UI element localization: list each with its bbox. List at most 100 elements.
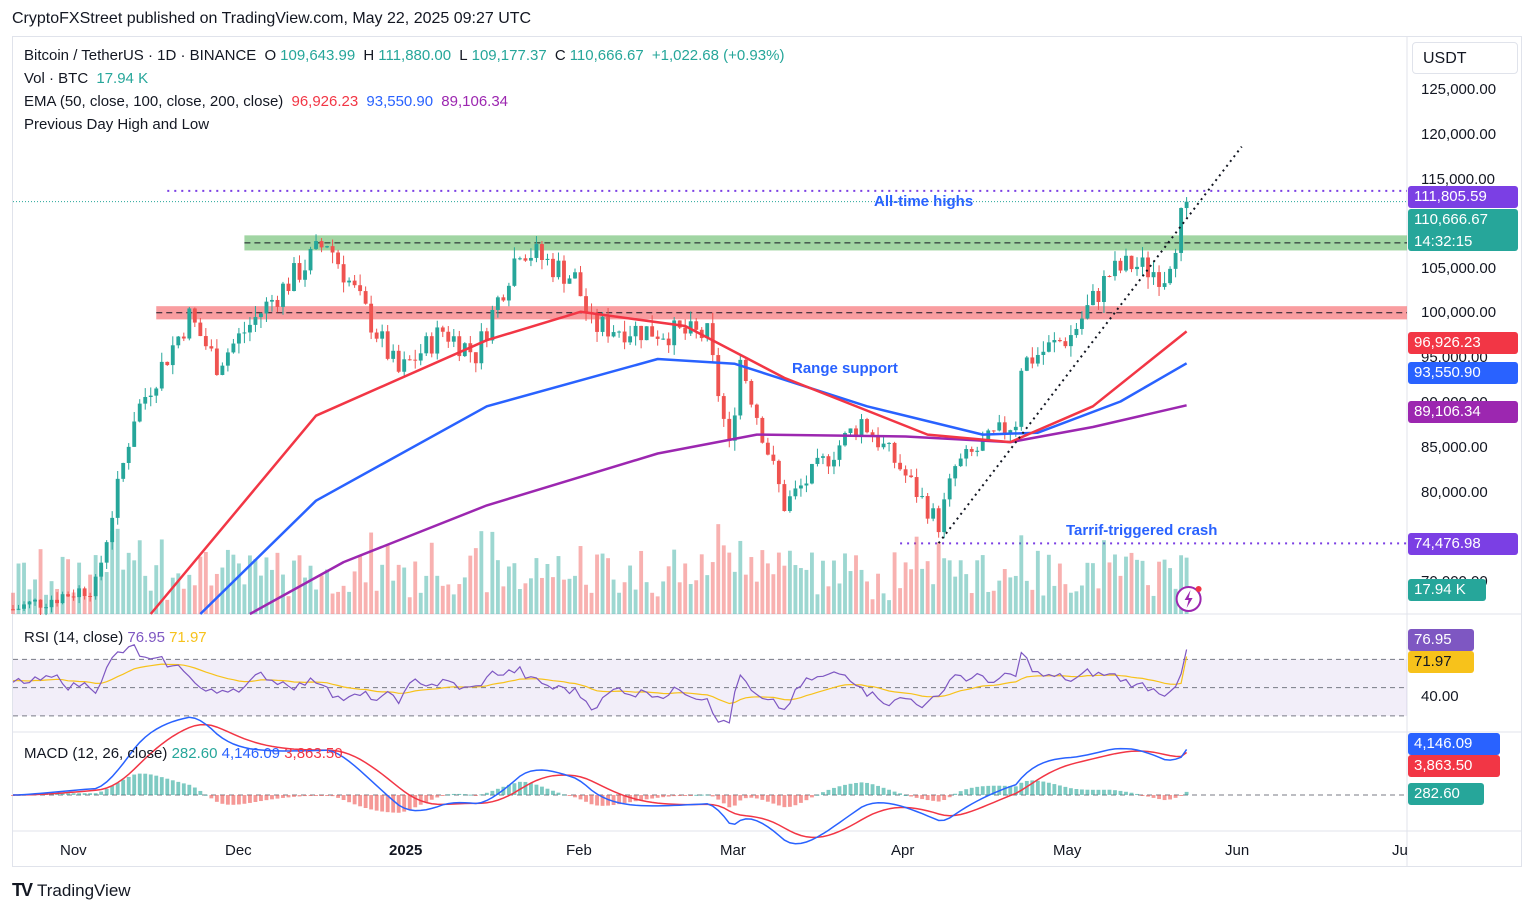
volume-bar [363,582,368,614]
macd-hist-bar [1057,785,1062,795]
volume-bar [931,584,936,614]
macd-hist-bar [980,786,985,795]
candle-body [198,322,203,337]
volume-bar [1118,575,1123,614]
candle-body [650,326,655,337]
candle-body [1074,328,1079,336]
ema100-pill: 93,550.90 [1408,362,1518,384]
candle-body [501,297,506,301]
volume-bar [1162,559,1167,614]
macd-hist-bar [380,795,385,812]
volume-bar [1013,575,1018,614]
volume-bar [1107,562,1112,614]
macd-hist-bar [1173,795,1178,798]
currency-selector[interactable]: USDT [1412,42,1518,74]
candle-body [567,278,572,284]
volume-bar [1151,595,1156,614]
candle-body [203,336,208,347]
candle-body [446,331,451,342]
macd-hist-bar [666,795,671,797]
macd-hist-bar [88,793,93,795]
volume-bar [435,575,440,614]
signal-pill: 3,863.50 [1408,755,1500,777]
candle-body [418,353,423,361]
macd-label: MACD (12, 26, close) [24,745,168,762]
volume-bar [793,565,798,614]
volume-bar [1135,559,1139,614]
volume-bar [639,550,644,614]
volume-bar [325,569,329,614]
volume-bar [137,540,142,614]
volume-bar [986,591,991,614]
macd-hist-bar [1129,792,1134,795]
candle-body [49,599,54,608]
macd-hist-bar [418,795,423,805]
last-price-pill: 110,666.67 14:32:15 [1408,209,1518,251]
candle-body [220,365,225,375]
macd-hist-bar [677,795,682,796]
price-tick: 125,000.00 [1421,81,1497,98]
volume-bar [446,584,451,614]
candle-body [33,599,37,602]
volume-bar [776,552,781,614]
macd-hist-bar [1008,786,1013,795]
macd-hist-bar [534,784,539,795]
macd-hist-bar [876,785,880,795]
candle-body [909,475,914,478]
volume-bar [942,558,947,614]
chart-frame[interactable] [12,36,1522,867]
macd-hist-bar [319,795,324,796]
volume-bar [457,584,462,614]
candle-body [380,331,385,339]
volume-bar [1168,568,1173,614]
candle-body [903,469,908,476]
candle-body [749,380,754,405]
macd-hist-bar [402,795,407,812]
candle-body [914,477,919,498]
macd-hist-bar [209,795,214,799]
candle-body [187,308,192,339]
candle-body [253,317,258,325]
candle-body [644,326,649,341]
candle-body [93,576,98,597]
macd-hist-bar [385,795,390,813]
candle-body [82,588,87,597]
volume-bar [506,566,511,614]
candle-body [1096,290,1101,302]
volume-bar [126,552,131,614]
macd-hist-bar [314,795,318,796]
macd-hist-bar [760,795,765,800]
time-tick: Apr [891,842,915,859]
macd-hist-bar [292,795,296,797]
macd-hist-bar [506,784,511,795]
tradingview-footer[interactable]: TV TradingView [12,880,131,901]
candle-body [143,396,148,404]
macd-hist-bar [903,794,908,796]
macd-hist-bar [220,795,225,804]
volume-bar [181,588,186,614]
volume-bar [727,552,732,614]
macd-hist-bar [914,795,919,798]
candle-body [352,280,357,286]
volume-bar [721,545,726,614]
macd-hist-bar [231,795,236,805]
macd-hist-bar [121,779,126,795]
symbol-name: Bitcoin / TetherUS · 1D · BINANCE [24,47,257,64]
volume-bar [187,574,192,614]
macd-hist-bar [1102,789,1106,795]
macd-hist-bar [225,795,230,805]
macd-hist-bar [270,795,274,800]
volume-bar [617,592,622,614]
macd-hist-bar [732,795,737,806]
macd-hist-bar [435,795,440,798]
volume-bar [319,575,324,614]
macd-hist-bar [214,795,219,802]
macd-hist-bar [694,794,699,796]
macd-hist-bar [82,793,87,795]
volume-bar [787,550,792,614]
candle-body [815,457,820,464]
volume-bar [666,566,671,614]
volume-bar [1124,556,1128,614]
candle-body [363,291,368,304]
